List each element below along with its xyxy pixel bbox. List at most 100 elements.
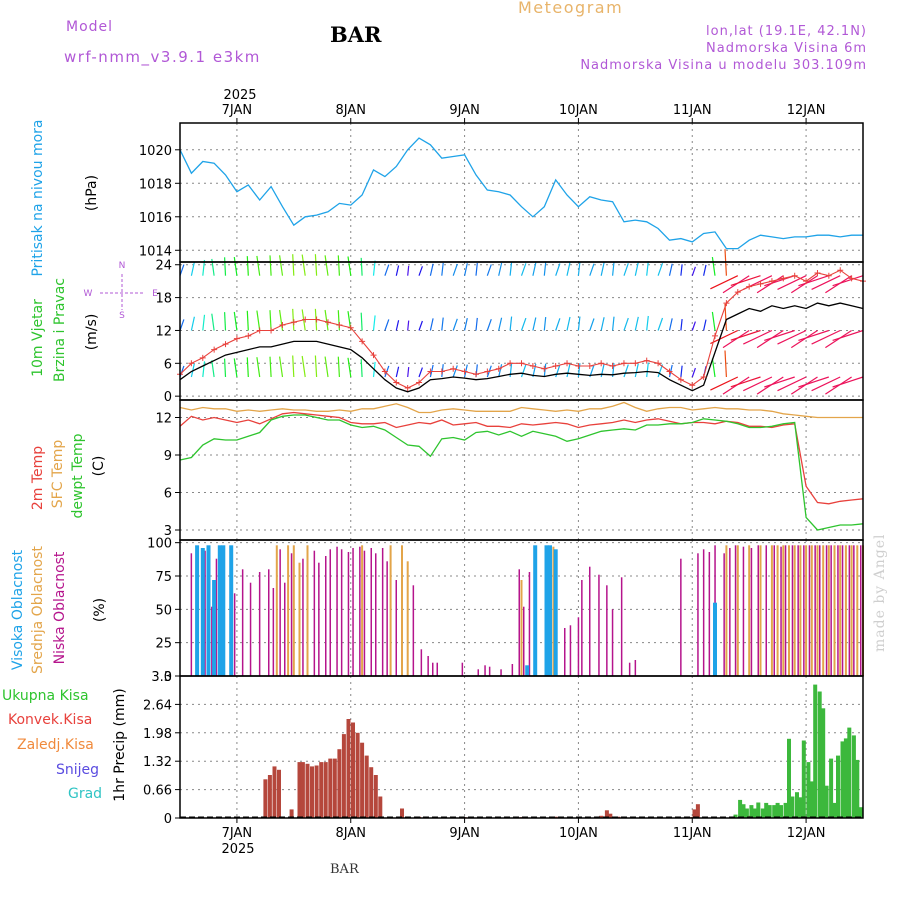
convective-precip-bar	[364, 755, 369, 818]
wind-gust-marker	[336, 321, 343, 328]
bottom-year-label: 2025	[221, 842, 254, 857]
wind-arrow	[764, 376, 795, 388]
wind-gust-marker	[586, 363, 593, 370]
mid-cloud-bar	[850, 545, 853, 676]
y-tick-label: 25	[155, 637, 172, 652]
wind-gust-marker	[370, 352, 377, 359]
convective-precip-bar	[272, 766, 277, 818]
wind-arrow	[691, 367, 696, 378]
wind-arrow	[418, 320, 423, 331]
wind-gust-marker	[211, 346, 218, 353]
compass-south: S	[119, 311, 125, 321]
low-cloud-bar	[233, 593, 236, 676]
low-cloud-bar	[765, 545, 767, 676]
mid-cloud-bar	[725, 545, 728, 676]
mid-cloud-bar	[805, 545, 808, 676]
total-precip-bar	[801, 740, 806, 818]
wind-arrow	[730, 329, 761, 341]
convective-precip-bar	[373, 775, 378, 818]
legend-freezing: Zaledj.Kisa	[17, 737, 94, 753]
wind-gust-marker	[780, 275, 787, 282]
wind-arrow	[324, 309, 329, 331]
wind-gust-marker	[484, 368, 491, 375]
wind-arrow	[577, 316, 581, 331]
wind-arrow	[543, 363, 547, 378]
wind-gust-marker	[632, 360, 639, 367]
wind-arrow	[395, 366, 400, 378]
low-cloud-bar	[412, 585, 415, 676]
wind-arrow	[211, 360, 215, 378]
wind-arrow	[269, 310, 272, 331]
wind-arrow	[811, 329, 841, 345]
wind-gust-marker	[700, 374, 707, 380]
wind-arrow	[555, 263, 561, 276]
high-cloud-bar	[200, 548, 205, 676]
low-cloud-bar	[313, 550, 316, 676]
wind-panel: 10m Vjetar Brzina i Pravac (m/s) N S W E	[30, 261, 158, 382]
wind-gust-marker	[507, 360, 514, 367]
wind-arrow	[724, 350, 727, 378]
wind-gust-marker	[518, 360, 525, 367]
convective-precip-bar	[277, 769, 281, 818]
low-cloud-bar	[723, 553, 725, 676]
total-precip-bar	[760, 808, 765, 818]
mid-cloud-bar	[816, 545, 819, 676]
mid-cloud-bar	[776, 545, 779, 676]
wind-arrow	[360, 312, 363, 331]
y-tick-label: 1020	[139, 144, 172, 159]
mid-cloud-bar	[759, 545, 762, 676]
wind-arrow	[441, 364, 444, 378]
temp2m-line	[179, 411, 864, 505]
wind-gust-marker	[541, 365, 548, 372]
wind-arrow	[691, 321, 696, 331]
low-cloud-bar	[606, 585, 608, 676]
wind-arrow	[246, 310, 249, 331]
y-tick-label: 1016	[139, 211, 172, 226]
y-tick-label: 75	[155, 570, 172, 585]
convective-precip-bar	[319, 762, 324, 818]
wind-arrow	[337, 356, 340, 378]
compass-north: N	[119, 261, 126, 271]
wind-arrow	[475, 263, 478, 276]
total-precip-bar	[824, 785, 829, 818]
dew-ylabel: dewpt Temp	[70, 433, 86, 518]
low-cloud-bar	[249, 582, 252, 676]
mid-cloud-bar	[389, 545, 392, 676]
convective-precip-bar	[305, 763, 310, 818]
convective-precip-bar	[378, 796, 383, 818]
wind-arrow	[668, 263, 673, 276]
low-cloud-bar	[488, 666, 491, 676]
wind-arrow	[520, 364, 527, 378]
cloud-panel: Visoka Oblacnost Srednja Oblacnost Niska…	[10, 546, 108, 674]
wind-arrow	[441, 262, 444, 276]
low-cloud-ylabel: Niska Oblacnost	[52, 551, 68, 664]
wind-arrow	[395, 265, 400, 276]
wind-arrow	[464, 317, 468, 331]
low-cloud-bar	[581, 580, 583, 676]
legend-conv: Konvek.Kisa	[8, 712, 92, 728]
total-precip-bar	[783, 802, 788, 818]
compass-rose: N S W E	[84, 261, 159, 321]
legend-total: Ukupna Kisa	[2, 688, 89, 704]
bottom-date-label: 9JAN	[449, 826, 480, 841]
mid-cloud-bar	[856, 545, 859, 676]
wind-arrow	[407, 265, 410, 276]
low-cloud-bar	[427, 656, 429, 676]
wind-gust-marker	[655, 360, 662, 367]
low-cloud-bar	[814, 545, 816, 676]
mid-cloud-bar	[799, 545, 802, 676]
wind-arrow	[314, 355, 318, 378]
y-tick-label: 6	[164, 357, 172, 372]
total-precip-bar	[847, 727, 852, 818]
wind-arrow	[668, 318, 673, 331]
low-cloud-bar	[241, 569, 244, 676]
total-precip-bar	[733, 814, 738, 818]
wind-arrow	[520, 263, 527, 276]
low-cloud-bar	[528, 572, 531, 676]
y-tick-label: 0	[164, 670, 172, 685]
wind-arrow	[543, 262, 547, 276]
wind-arrow	[623, 317, 629, 331]
wind-ylabel-2: Brzina i Pravac	[52, 278, 68, 382]
wind-arrow	[743, 376, 773, 392]
low-cloud-bar	[702, 549, 705, 676]
